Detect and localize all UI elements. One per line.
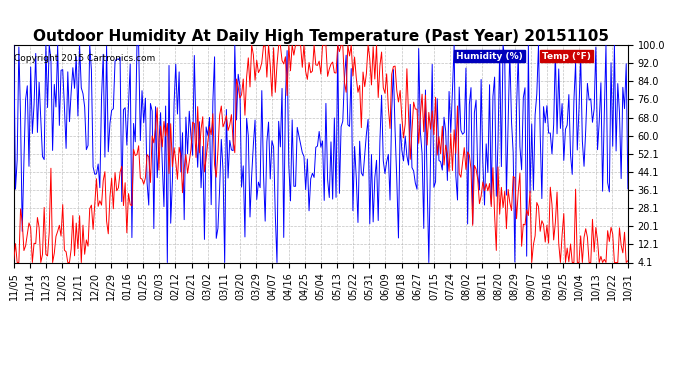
Text: Humidity (%): Humidity (%) xyxy=(456,51,523,60)
Text: Copyright 2015 Cartronics.com: Copyright 2015 Cartronics.com xyxy=(14,54,155,63)
Title: Outdoor Humidity At Daily High Temperature (Past Year) 20151105: Outdoor Humidity At Daily High Temperatu… xyxy=(33,29,609,44)
Text: Temp (°F): Temp (°F) xyxy=(542,51,591,60)
